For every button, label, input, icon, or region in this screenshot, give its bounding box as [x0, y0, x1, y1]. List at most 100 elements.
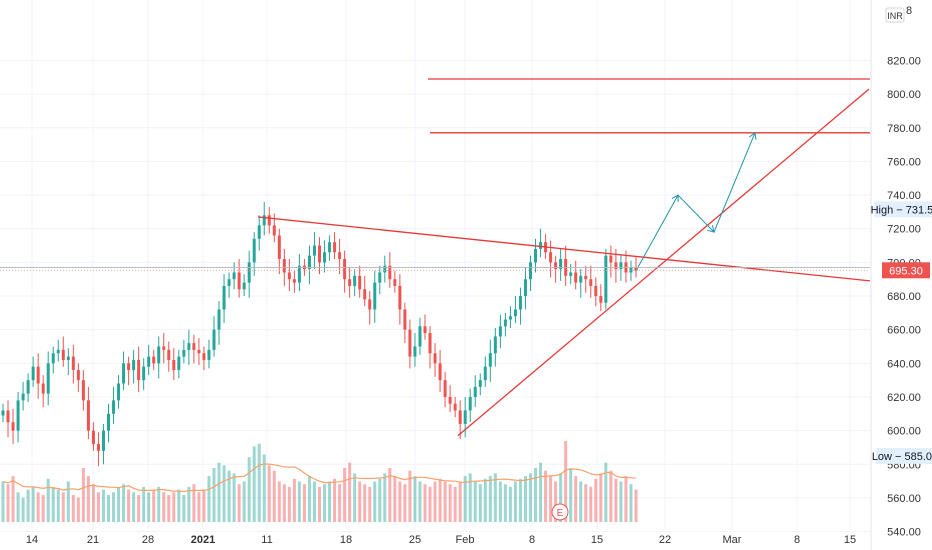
volume-bar — [393, 476, 397, 522]
volume-bar — [624, 476, 628, 522]
volume-bar — [26, 489, 30, 522]
candle-body — [503, 319, 507, 327]
candle-body — [589, 279, 593, 286]
volume-bar — [91, 484, 95, 522]
drawings-layer — [0, 78, 871, 437]
candle-body — [388, 265, 392, 280]
candle-body — [403, 309, 407, 330]
y-tick-label: 820.00 — [887, 55, 921, 67]
y-tick-label: 760.00 — [887, 156, 921, 168]
candle-body — [177, 356, 181, 371]
x-tick-label: Mar — [723, 534, 742, 546]
candle-body — [36, 366, 40, 384]
volume-bar — [458, 481, 462, 522]
volume-bar — [629, 484, 633, 522]
volume-bar — [232, 473, 236, 522]
volume-bar — [21, 497, 25, 522]
price-axis[interactable]: 540.00560.00580.00600.00620.00640.00660.… — [870, 0, 921, 550]
currency-badge[interactable] — [885, 7, 905, 23]
volume-bar — [544, 470, 548, 522]
volume-bar — [86, 476, 90, 522]
candle-body — [373, 282, 377, 310]
candle-body — [252, 238, 256, 263]
volume-bar — [287, 486, 291, 522]
candle-body — [76, 370, 80, 381]
volume-bar — [473, 481, 477, 522]
volume-bar — [61, 492, 65, 522]
candle-body — [257, 225, 261, 239]
candle-body — [569, 272, 573, 276]
candle-body — [534, 248, 538, 263]
candle-body — [609, 255, 613, 263]
volume-bar — [177, 489, 181, 522]
candle-body — [498, 326, 502, 337]
time-axis[interactable]: 14 21 28 2021 11 18 25 Feb 8 15 22 Mar 8 15 — [26, 534, 856, 546]
ascending-support-line[interactable] — [457, 88, 870, 437]
candle-body — [368, 299, 372, 310]
x-tick-label: 14 — [26, 534, 38, 546]
volume-bar — [277, 481, 281, 522]
volume-bar — [403, 484, 407, 522]
candle-body — [478, 380, 482, 387]
candle-body — [172, 359, 176, 371]
candle-body — [363, 289, 367, 300]
x-tick-label: 21 — [87, 534, 99, 546]
volume-bar — [488, 476, 492, 522]
volume-bar — [338, 484, 342, 522]
volume-bar — [443, 481, 447, 522]
volume-bar — [267, 465, 271, 522]
candle-body — [438, 363, 442, 381]
candle-body — [378, 272, 382, 283]
volume-bar — [348, 462, 352, 522]
candle-body — [458, 410, 462, 424]
candle-body — [187, 343, 191, 350]
volume-bar — [312, 481, 316, 522]
projection-path[interactable] — [635, 132, 756, 272]
candle-body — [393, 279, 397, 286]
candle-body — [307, 255, 311, 270]
candle-body — [56, 349, 60, 354]
candle-body — [518, 296, 522, 310]
volume-bar — [167, 495, 171, 522]
candle-body — [101, 430, 105, 451]
volume-bar — [197, 492, 201, 522]
volume-bar — [343, 468, 347, 522]
volume-bar — [323, 484, 327, 522]
candle-body — [107, 413, 110, 431]
price-tag-label-low: Low − 585.00 — [872, 451, 932, 463]
x-tick-label: 8 — [794, 534, 800, 546]
y-tick-label: 740.00 — [887, 190, 921, 202]
candle-body — [1, 410, 5, 416]
y-tick-label: 720.00 — [887, 224, 921, 236]
volume-bar — [513, 481, 517, 522]
volume-bar — [172, 492, 176, 522]
candle-body — [323, 252, 327, 263]
volume-bar — [498, 481, 502, 522]
candle-body — [212, 329, 216, 350]
candle-body — [26, 380, 30, 394]
volume-bar — [107, 495, 110, 522]
volume-bar — [127, 489, 131, 522]
candle-body — [408, 329, 412, 357]
volume-bar — [398, 481, 402, 522]
y-tick-label: 800.00 — [887, 89, 921, 101]
earnings-event-marker[interactable] — [551, 503, 569, 521]
volume-bar — [388, 468, 392, 522]
candle-body — [488, 353, 492, 367]
candle-body — [247, 262, 251, 283]
volume-bar — [157, 486, 161, 522]
y-tick-label: 540.00 — [887, 527, 921, 539]
volume-layer: E — [1, 441, 638, 522]
candle-body — [122, 363, 126, 384]
candle-body — [448, 396, 452, 404]
x-tick-label: 28 — [142, 534, 154, 546]
candle-body — [463, 410, 467, 424]
volume-bar — [523, 476, 527, 522]
candle-body — [312, 245, 316, 256]
candle-body — [167, 349, 171, 360]
candle-body — [468, 396, 472, 411]
volume-bar — [599, 473, 603, 522]
candle-body — [81, 380, 85, 401]
